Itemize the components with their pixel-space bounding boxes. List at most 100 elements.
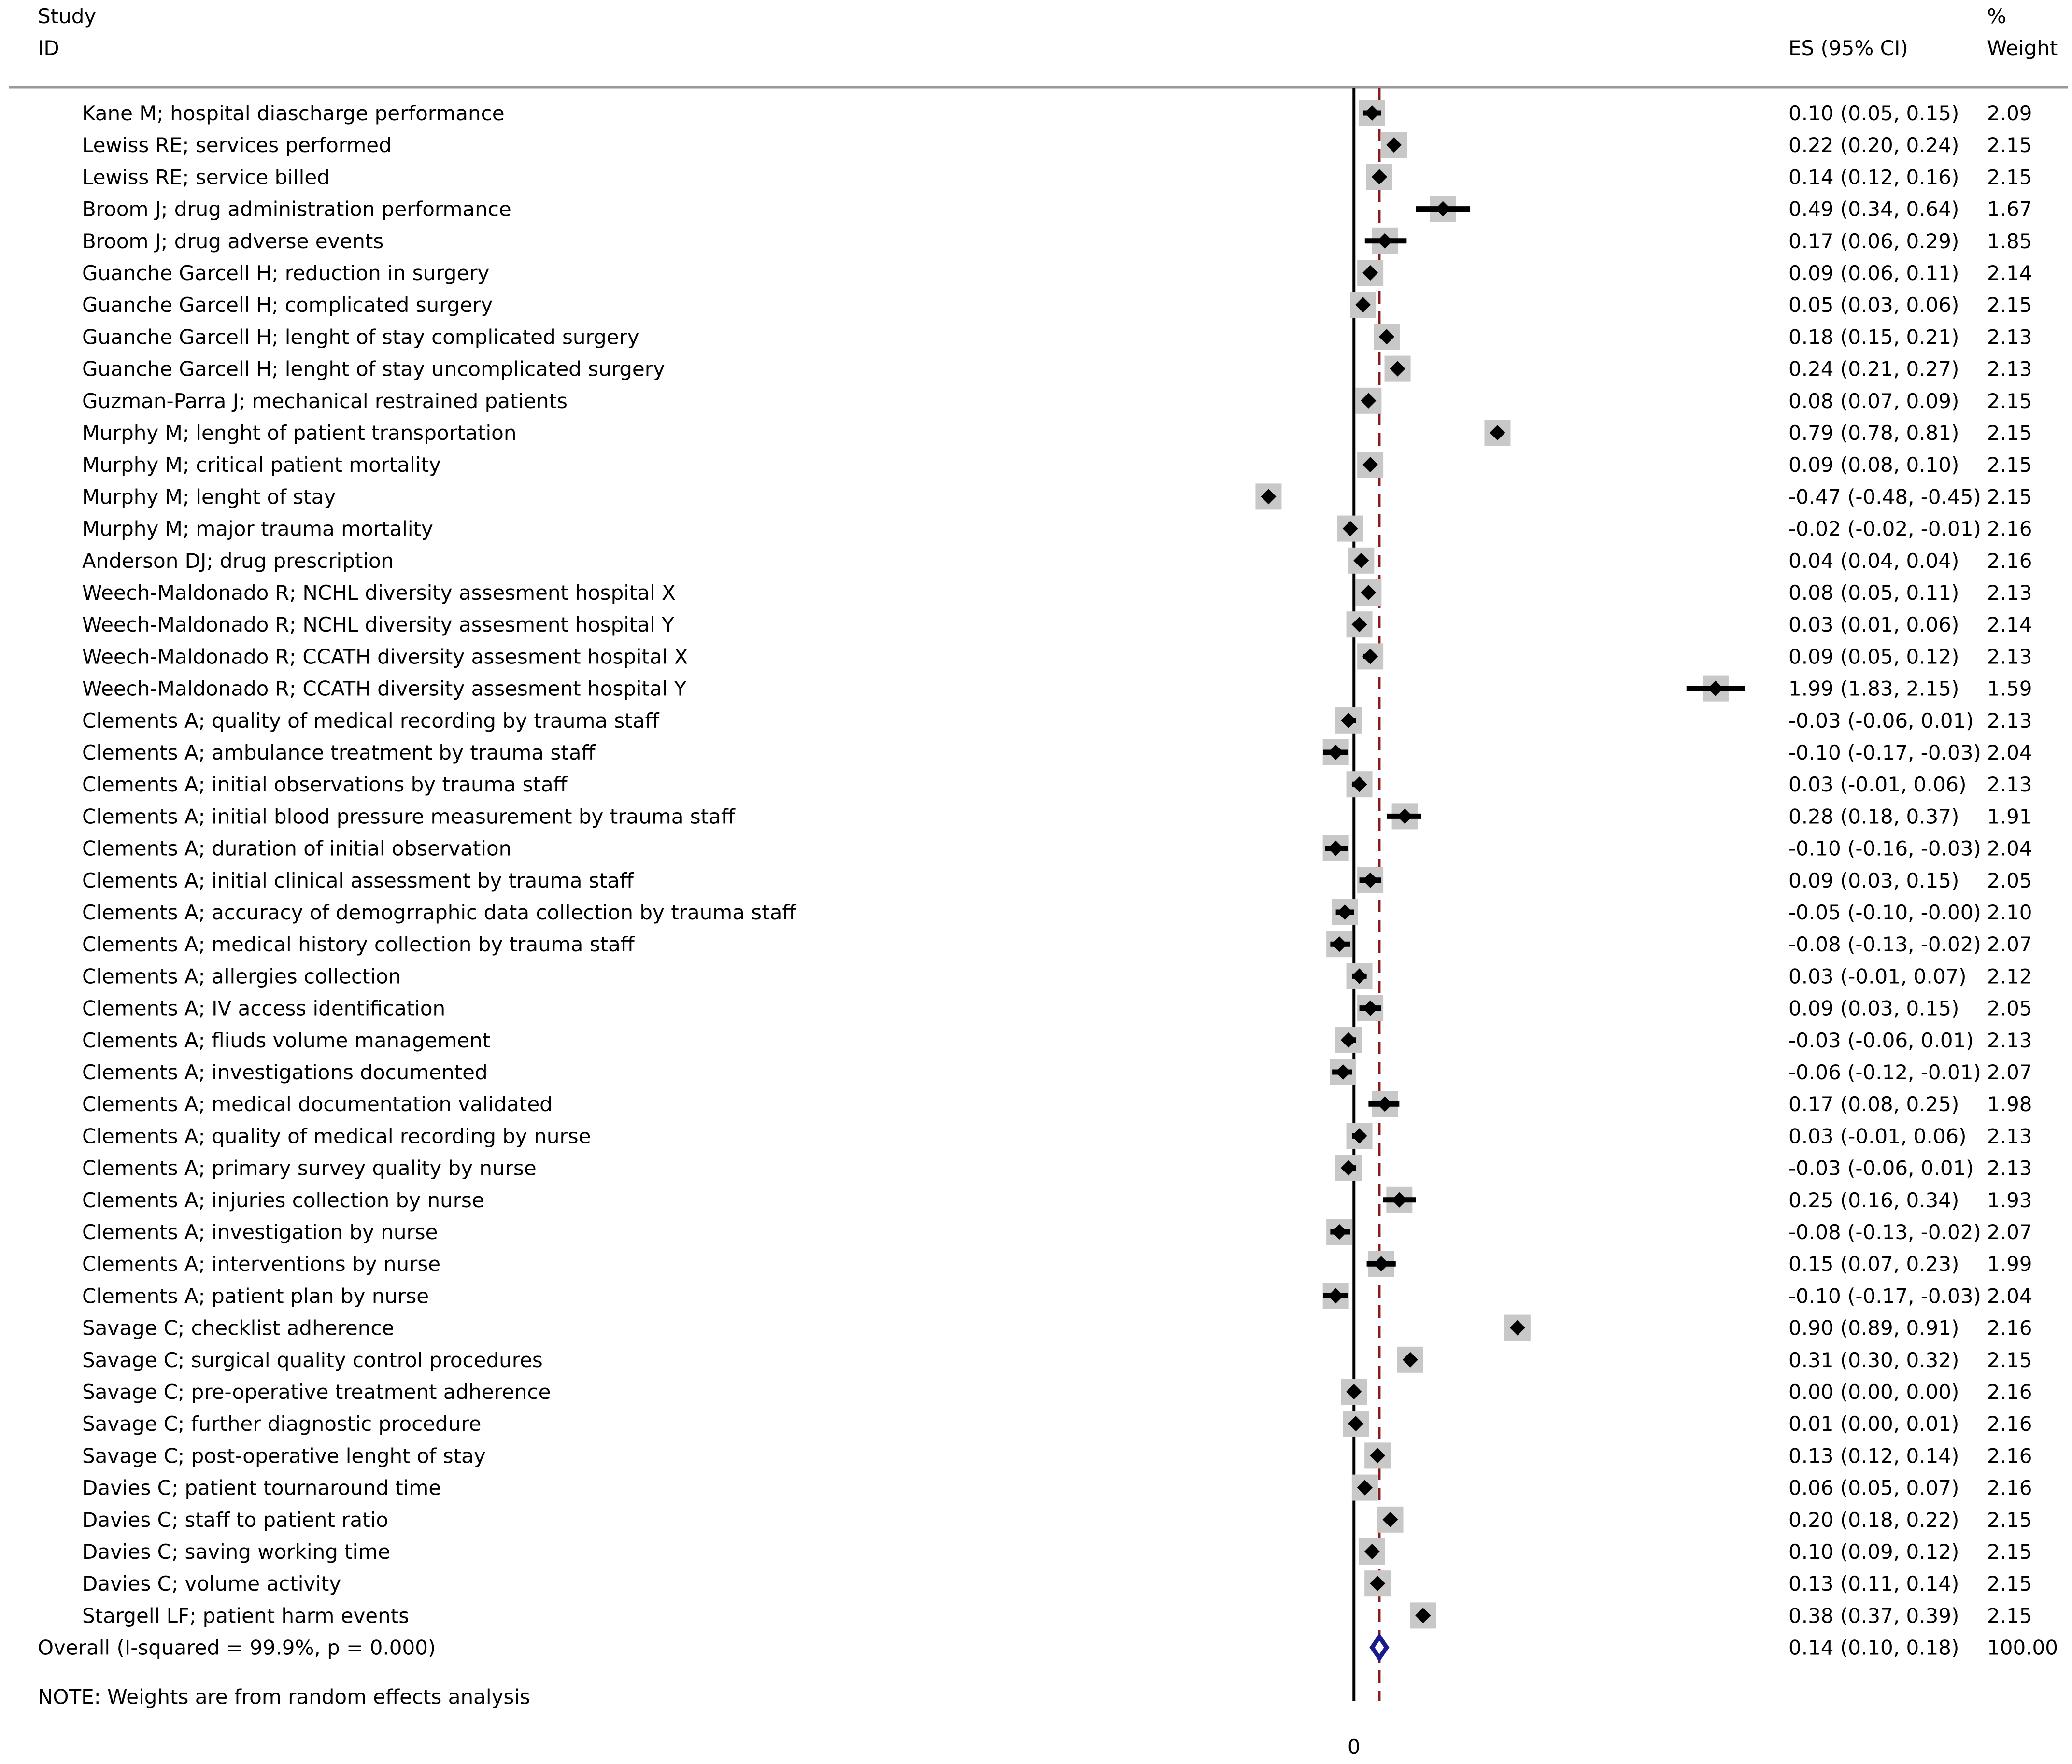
study-label: Savage C; further diagnostic procedure bbox=[82, 1412, 482, 1436]
point-estimate bbox=[1377, 233, 1393, 249]
weight-value: 2.10 bbox=[1987, 901, 2032, 924]
es-ci-value: 1.99 (1.83, 2.15) bbox=[1788, 677, 1959, 701]
study-label: Davies C; saving working time bbox=[82, 1540, 390, 1564]
study-row: Murphy M; lenght of patient transportati… bbox=[82, 420, 2032, 446]
point-estimate bbox=[1378, 329, 1394, 345]
weight-value: 2.04 bbox=[1987, 741, 2032, 764]
es-ci-value: 0.04 (0.04, 0.04) bbox=[1788, 549, 1959, 573]
point-estimate bbox=[1342, 521, 1358, 536]
es-ci-value: 0.10 (0.09, 0.12) bbox=[1788, 1540, 1959, 1564]
study-row: Murphy M; lenght of stay -0.47 (-0.48, -0… bbox=[82, 483, 2032, 510]
es-ci-value: 0.03 (-0.01, 0.06) bbox=[1788, 773, 1967, 796]
point-estimate bbox=[1332, 1224, 1348, 1240]
point-estimate bbox=[1346, 1384, 1362, 1399]
study-row: Weech-Maldonado R; CCATH diversity asses… bbox=[82, 643, 2032, 670]
es-ci-value: 0.25 (0.16, 0.34) bbox=[1788, 1188, 1959, 1212]
study-row: Savage C; further diagnostic procedure 0.… bbox=[82, 1411, 2032, 1437]
weight-value: 2.13 bbox=[1987, 709, 2032, 733]
x-tick-label-zero: 0 bbox=[1348, 1735, 1361, 1759]
weight-value: 2.16 bbox=[1987, 1316, 2032, 1340]
point-estimate bbox=[1364, 105, 1380, 121]
study-label: Murphy M; major trauma mortality bbox=[82, 517, 433, 541]
point-estimate bbox=[1337, 904, 1353, 920]
point-estimate bbox=[1361, 393, 1377, 409]
weight-value: 1.98 bbox=[1987, 1092, 2032, 1116]
study-label: Guzman-Parra J; mechanical restrained pa… bbox=[82, 389, 568, 413]
study-rows: Kane M; hospital diascharge performance 0… bbox=[82, 100, 2032, 1629]
weight-value: 2.15 bbox=[1987, 485, 2032, 508]
es-ci-value: 0.10 (0.05, 0.15) bbox=[1788, 101, 1959, 125]
overall-diamond bbox=[1369, 1633, 1390, 1662]
weight-value: 2.15 bbox=[1987, 1540, 2032, 1564]
study-label: Clements A; IV access identification bbox=[82, 997, 445, 1020]
study-row: Clements A; quality of medical recording… bbox=[82, 1123, 2032, 1149]
study-label: Davies C; staff to patient ratio bbox=[82, 1508, 388, 1532]
weight-value: 1.85 bbox=[1987, 229, 2032, 253]
es-ci-value: 0.13 (0.12, 0.14) bbox=[1788, 1444, 1959, 1468]
study-row: Guanche Garcell H; complicated surgery 0.… bbox=[82, 292, 2032, 318]
point-estimate bbox=[1364, 1544, 1380, 1559]
es-ci-value: 0.09 (0.03, 0.15) bbox=[1788, 997, 1959, 1020]
es-ci-value: 0.38 (0.37, 0.39) bbox=[1788, 1604, 1959, 1627]
point-estimate bbox=[1362, 457, 1378, 473]
weights-note: NOTE: Weights are from random effects an… bbox=[38, 1685, 530, 1709]
es-ci-value: -0.02 (-0.02, -0.01) bbox=[1788, 517, 1981, 541]
study-row: Savage C; post-operative lenght of stay 0… bbox=[82, 1442, 2032, 1469]
study-label: Lewiss RE; services performed bbox=[82, 133, 392, 157]
es-ci-value: 0.09 (0.05, 0.12) bbox=[1788, 645, 1959, 668]
es-ci-value: -0.03 (-0.06, 0.01) bbox=[1788, 1157, 1974, 1180]
study-label: Clements A; accuracy of demogrraphic dat… bbox=[82, 901, 796, 924]
study-label: Clements A; initial observations by trau… bbox=[82, 773, 568, 796]
weight-value: 2.07 bbox=[1987, 932, 2032, 956]
es-ci-value: 0.13 (0.11, 0.14) bbox=[1788, 1572, 1959, 1595]
es-ci-value: 0.17 (0.06, 0.29) bbox=[1788, 229, 1959, 253]
weight-value: 2.15 bbox=[1987, 453, 2032, 477]
study-label: Weech-Maldonado R; CCATH diversity asses… bbox=[82, 677, 687, 701]
overall-label: Overall (I-squared = 99.9%, p = 0.000) bbox=[38, 1636, 436, 1660]
header-weight: Weight bbox=[1987, 36, 2058, 60]
point-estimate bbox=[1355, 297, 1371, 313]
weight-value: 2.04 bbox=[1987, 1284, 2032, 1308]
point-estimate bbox=[1402, 1352, 1418, 1368]
study-row: Broom J; drug adverse events 0.17 (0.06, … bbox=[82, 227, 2032, 254]
point-estimate bbox=[1261, 489, 1277, 505]
weight-value: 2.15 bbox=[1987, 389, 2032, 413]
es-ci-value: 0.20 (0.18, 0.22) bbox=[1788, 1508, 1959, 1532]
study-label: Kane M; hospital diascharge performance bbox=[82, 101, 505, 125]
study-row: Savage C; surgical quality control proce… bbox=[82, 1346, 2032, 1373]
study-row: Clements A; medical history collection b… bbox=[82, 931, 2032, 958]
point-estimate bbox=[1328, 745, 1344, 760]
point-estimate bbox=[1335, 1064, 1351, 1080]
es-ci-value: -0.10 (-0.17, -0.03) bbox=[1788, 1284, 1981, 1308]
study-label: Clements A; medical history collection b… bbox=[82, 932, 635, 956]
study-label: Broom J; drug administration performance bbox=[82, 198, 511, 221]
es-ci-value: -0.05 (-0.10, -0.00) bbox=[1788, 901, 1981, 924]
study-label: Stargell LF; patient harm events bbox=[82, 1604, 409, 1627]
study-row: Clements A; injuries collection by nurse… bbox=[82, 1186, 2032, 1213]
point-estimate bbox=[1370, 1448, 1386, 1464]
point-estimate bbox=[1390, 361, 1405, 377]
weight-value: 2.13 bbox=[1987, 1029, 2032, 1052]
weight-value: 1.99 bbox=[1987, 1252, 2032, 1276]
overall-weight: 100.00 bbox=[1987, 1636, 2058, 1660]
point-estimate bbox=[1391, 1192, 1407, 1208]
es-ci-value: -0.47 (-0.48, -0.45) bbox=[1788, 485, 1981, 508]
es-ci-value: 0.03 (0.01, 0.06) bbox=[1788, 613, 1959, 636]
study-label: Clements A; medical documentation valida… bbox=[82, 1092, 553, 1116]
point-estimate bbox=[1435, 201, 1451, 217]
study-row: Clements A; investigations documented -0.… bbox=[82, 1059, 2032, 1085]
point-estimate bbox=[1370, 1576, 1386, 1592]
weight-value: 2.16 bbox=[1987, 1412, 2032, 1436]
study-row: Clements A; primary survey quality by nu… bbox=[82, 1155, 2032, 1181]
study-row: Davies C; saving working time 0.10 (0.09,… bbox=[82, 1538, 2032, 1565]
weight-value: 2.13 bbox=[1987, 1157, 2032, 1180]
point-estimate bbox=[1351, 776, 1367, 792]
study-label: Weech-Maldonado R; NCHL diversity assesm… bbox=[82, 581, 676, 605]
es-ci-value: 0.03 (-0.01, 0.07) bbox=[1788, 964, 1967, 988]
es-ci-value: -0.03 (-0.06, 0.01) bbox=[1788, 709, 1974, 733]
study-row: Clements A; ambulance treatment by traum… bbox=[82, 739, 2032, 765]
study-row: Clements A; medical documentation valida… bbox=[82, 1091, 2032, 1117]
study-label: Murphy M; lenght of patient transportati… bbox=[82, 421, 516, 445]
study-row: Clements A; patient plan by nurse -0.10 (… bbox=[82, 1283, 2032, 1309]
study-row: Murphy M; critical patient mortality 0.09… bbox=[82, 452, 2032, 478]
